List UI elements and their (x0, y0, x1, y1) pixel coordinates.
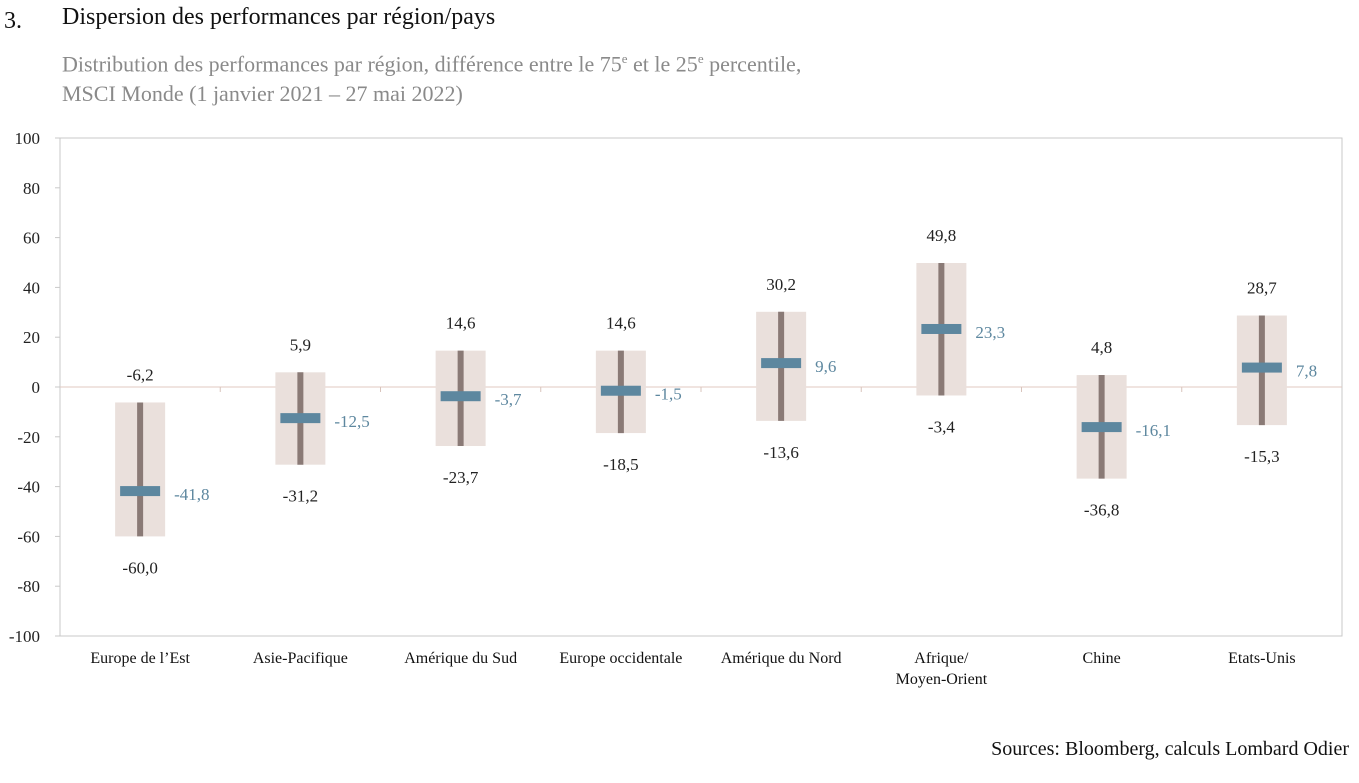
category-label: Amérique du Sud (404, 650, 517, 667)
median-value-label: 7,8 (1296, 362, 1317, 381)
category-label: Chine (1083, 650, 1121, 667)
y-tick-label: 100 (15, 129, 41, 148)
category-label: Asie-Pacifique (253, 650, 348, 667)
y-tick-label: 0 (32, 378, 41, 397)
median-value-label: 9,6 (815, 357, 836, 376)
category-label: Moyen-Orient (896, 671, 988, 688)
source-note: Sources: Bloomberg, calculs Lombard Odie… (991, 738, 1349, 760)
figure-title: Dispersion des performances par région/p… (62, 4, 496, 30)
median-marker (921, 323, 962, 334)
y-tick-label: -20 (17, 428, 40, 447)
bottom-value-label: -60,0 (122, 558, 157, 577)
figure-number: 3. (4, 8, 22, 34)
top-value-label: 28,7 (1247, 279, 1277, 298)
y-tick-label: -40 (17, 478, 40, 497)
y-tick-label: 20 (23, 328, 40, 347)
median-marker (1241, 362, 1282, 373)
median-marker (280, 413, 321, 424)
median-marker (1081, 422, 1122, 433)
top-value-label: 4,8 (1091, 338, 1112, 357)
y-tick-label: 60 (23, 229, 40, 248)
top-value-label: 5,9 (290, 335, 311, 354)
y-tick-label: 40 (23, 278, 40, 297)
category-label: Europe de l’Est (90, 650, 190, 667)
y-tick-label: -60 (17, 527, 40, 546)
median-marker (440, 391, 481, 402)
subtitle-part-3: percentile, (703, 51, 802, 77)
y-tick-label: -80 (17, 577, 40, 596)
top-value-label: 49,8 (927, 226, 957, 245)
median-marker (761, 358, 802, 369)
bottom-value-label: -31,2 (283, 487, 318, 506)
bottom-value-label: -36,8 (1084, 501, 1119, 520)
figure-header: 3. Dispersion des performances par régio… (0, 0, 1359, 110)
top-value-label: 14,6 (606, 314, 636, 333)
subtitle-part-1: Distribution des performances par région… (62, 51, 622, 77)
bottom-value-label: -13,6 (763, 443, 798, 462)
subtitle-sup-2: e (697, 51, 704, 66)
median-marker (600, 385, 641, 396)
subtitle-line-2: MSCI Monde (1 janvier 2021 – 27 mai 2022… (62, 81, 463, 107)
y-tick-label: 80 (23, 179, 40, 198)
subtitle-sup-1: e (621, 51, 628, 66)
bottom-value-label: -18,5 (603, 455, 638, 474)
category-label: Afrique/ (914, 650, 969, 667)
median-marker (120, 486, 161, 497)
median-value-label: -12,5 (334, 412, 369, 431)
category-label: Europe occidentale (559, 650, 682, 667)
category-label: Amérique du Nord (721, 650, 842, 667)
subtitle-line-1: Distribution des performances par région… (62, 44, 801, 79)
category-label: Etats-Unis (1228, 650, 1296, 667)
subtitle-part-2: et le 25 (627, 51, 698, 77)
median-value-label: -3,7 (495, 390, 522, 409)
top-value-label: -6,2 (127, 365, 154, 384)
bottom-value-label: -3,4 (928, 417, 955, 436)
median-value-label: -1,5 (655, 385, 682, 404)
median-value-label: -16,1 (1136, 421, 1171, 440)
top-value-label: 30,2 (766, 275, 796, 294)
bottom-value-label: -23,7 (443, 468, 479, 487)
figure-subtitle: Distribution des performances par région… (62, 44, 801, 109)
top-value-label: 14,6 (446, 314, 476, 333)
y-tick-label: -100 (9, 627, 40, 646)
median-value-label: 23,3 (975, 323, 1005, 342)
median-value-label: -41,8 (174, 485, 209, 504)
bottom-value-label: -15,3 (1244, 447, 1279, 466)
